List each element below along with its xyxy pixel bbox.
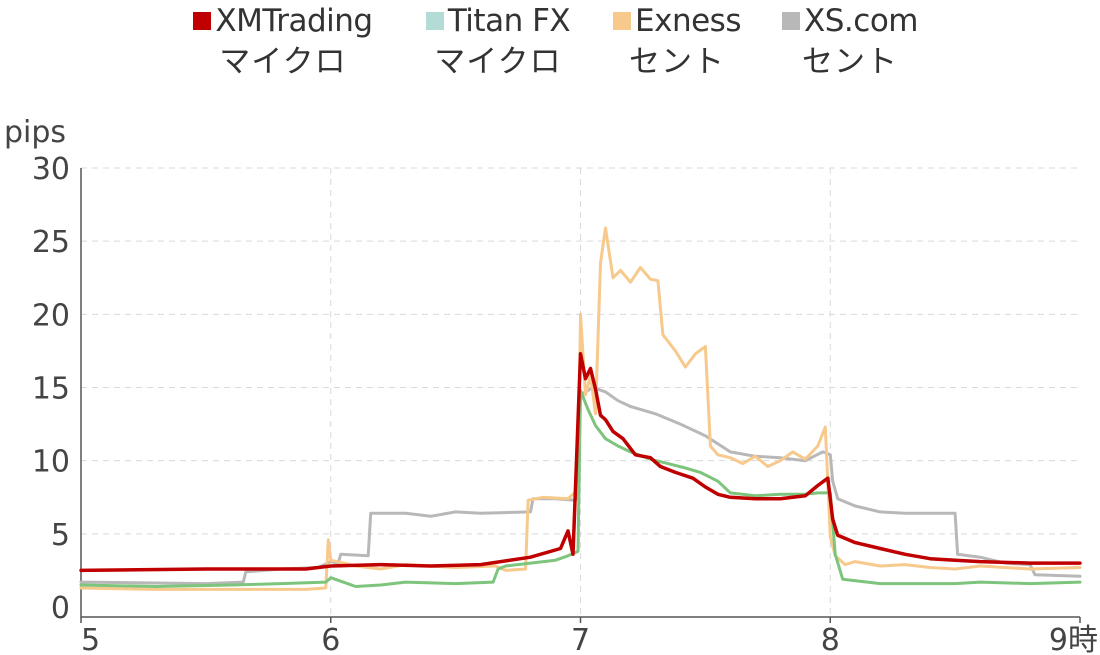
- y-tick-label: 0: [51, 591, 70, 626]
- legend-item-exness: Exness セント: [602, 2, 752, 84]
- legend-sublabel: セント: [802, 44, 898, 80]
- y-tick-label: 25: [32, 225, 70, 260]
- axes: [80, 168, 1081, 623]
- y-axis-unit-label: pips: [4, 115, 66, 150]
- legend-item-titanfx: Titan FX マイクロ: [408, 2, 588, 84]
- y-tick-label: 5: [51, 518, 70, 553]
- legend-swatch-xmtrading: [193, 12, 212, 30]
- legend-swatch-xscom: [782, 12, 800, 30]
- legend-label: Exness: [635, 3, 741, 39]
- series-layer: [79, 226, 1082, 591]
- legend-sublabel: マイクロ: [434, 44, 562, 80]
- legend-label: XS.com: [804, 3, 918, 39]
- x-tick-label: 5: [81, 623, 100, 655]
- y-tick-label: 10: [32, 445, 70, 480]
- y-tick-label: 30: [32, 152, 70, 187]
- series-line-xmtrading: [79, 352, 1082, 573]
- legend: XMTrading マイクロ Titan FX マイクロ Exness セント …: [0, 0, 1100, 90]
- y-tick-label: 20: [32, 298, 70, 333]
- legend-sublabel: マイクロ: [219, 44, 347, 80]
- legend-swatch-exness: [613, 12, 632, 30]
- x-tick-label: 7: [571, 623, 590, 655]
- legend-label: Titan FX: [447, 3, 571, 39]
- y-tick-label: 15: [32, 372, 70, 407]
- x-tick-label: 6: [321, 623, 340, 655]
- x-tick-label: 9時: [1049, 623, 1098, 655]
- series-line-xs-com: [79, 386, 1082, 586]
- legend-item-xscom: XS.com セント: [770, 2, 930, 84]
- legend-item-xmtrading: XMTrading マイクロ: [178, 2, 388, 84]
- x-tick-label: 8: [821, 623, 840, 655]
- legend-sublabel: セント: [629, 44, 725, 80]
- legend-label: XMTrading: [215, 3, 373, 39]
- legend-swatch-titanfx: [425, 12, 444, 30]
